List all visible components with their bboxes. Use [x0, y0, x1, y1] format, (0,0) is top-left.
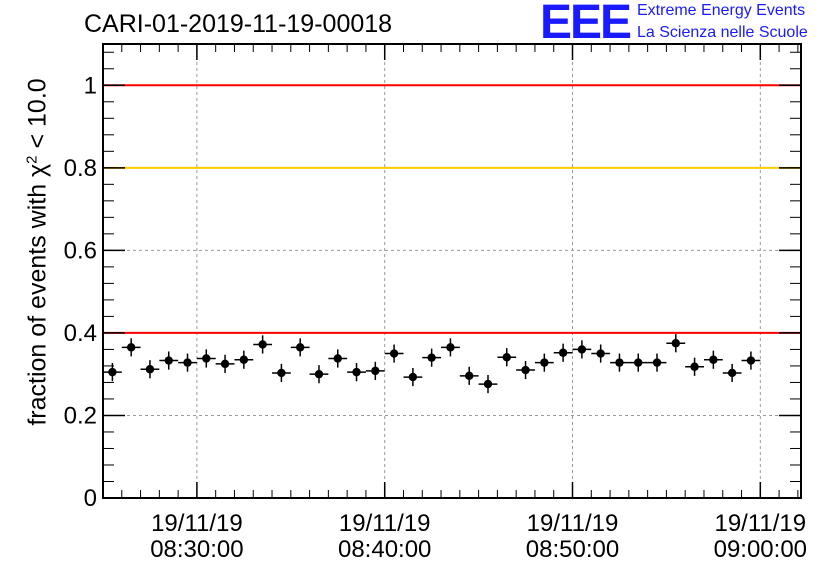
- data-point: [746, 356, 756, 365]
- data-point: [634, 358, 643, 367]
- data-point: [277, 368, 286, 378]
- data-point: [408, 372, 418, 382]
- logo-caption-line2: La Scienza nelle Scuole: [637, 24, 808, 41]
- y-tick-label: 0.2: [64, 402, 97, 429]
- x-tick-date-label: 19/11/19: [339, 510, 431, 537]
- data-point: [577, 345, 587, 354]
- data-point: [258, 340, 267, 349]
- x-tick-date-label: 19/11/19: [714, 510, 806, 537]
- grid-layer: [103, 44, 801, 498]
- data-point: [465, 371, 474, 381]
- x-tick-time-label: 08:40:00: [338, 536, 431, 563]
- data-point: [126, 343, 136, 352]
- data-point: [727, 368, 737, 378]
- data-points: [103, 334, 761, 394]
- reference-lines: [103, 84, 801, 334]
- data-point: [690, 362, 699, 371]
- x-tick-time-label: 08:50:00: [526, 536, 619, 563]
- data-point: [615, 358, 624, 367]
- y-tick-label: 0.6: [64, 237, 97, 264]
- data-point: [709, 355, 718, 364]
- tick-labels: 00.20.40.60.8119/11/1908:30:0019/11/1908…: [64, 72, 807, 563]
- data-point: [220, 359, 230, 369]
- data-point: [540, 358, 549, 367]
- x-tick-time-label: 08:30:00: [150, 536, 243, 563]
- data-point: [108, 367, 117, 377]
- chart-title: CARI-01-2019-11-19-00018: [84, 10, 393, 38]
- y-tick-label: 0: [84, 485, 97, 512]
- y-tick-label: 0.8: [64, 155, 97, 182]
- y-tick-label: 0.4: [64, 320, 97, 347]
- data-point: [671, 339, 680, 348]
- data-point: [596, 349, 605, 358]
- eee-logo: EEE: [540, 0, 632, 49]
- axis-ticks: [102, 44, 801, 499]
- data-point: [483, 379, 493, 389]
- data-point: [145, 365, 155, 374]
- x-tick-date-label: 19/11/19: [527, 510, 619, 537]
- data-point: [446, 343, 455, 352]
- data-point: [164, 356, 173, 365]
- data-point: [183, 358, 192, 367]
- data-point: [314, 369, 324, 379]
- data-point: [427, 353, 436, 362]
- data-point: [352, 367, 361, 377]
- x-tick-time-label: 09:00:00: [714, 536, 807, 563]
- data-point: [239, 355, 249, 364]
- data-point: [295, 343, 305, 352]
- data-point: [389, 349, 399, 358]
- data-point: [333, 354, 342, 363]
- data-point: [521, 365, 530, 375]
- y-tick-label: 1: [84, 72, 97, 99]
- logo-caption-line1: Extreme Energy Events: [637, 2, 806, 19]
- data-point: [558, 348, 568, 357]
- data-point: [652, 358, 662, 367]
- data-point: [502, 353, 511, 362]
- data-point: [371, 366, 380, 376]
- plot-frame: [102, 43, 802, 499]
- x-tick-date-label: 19/11/19: [151, 510, 243, 537]
- data-point: [202, 354, 211, 363]
